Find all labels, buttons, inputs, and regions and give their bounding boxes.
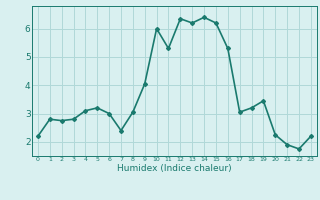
X-axis label: Humidex (Indice chaleur): Humidex (Indice chaleur) — [117, 164, 232, 173]
